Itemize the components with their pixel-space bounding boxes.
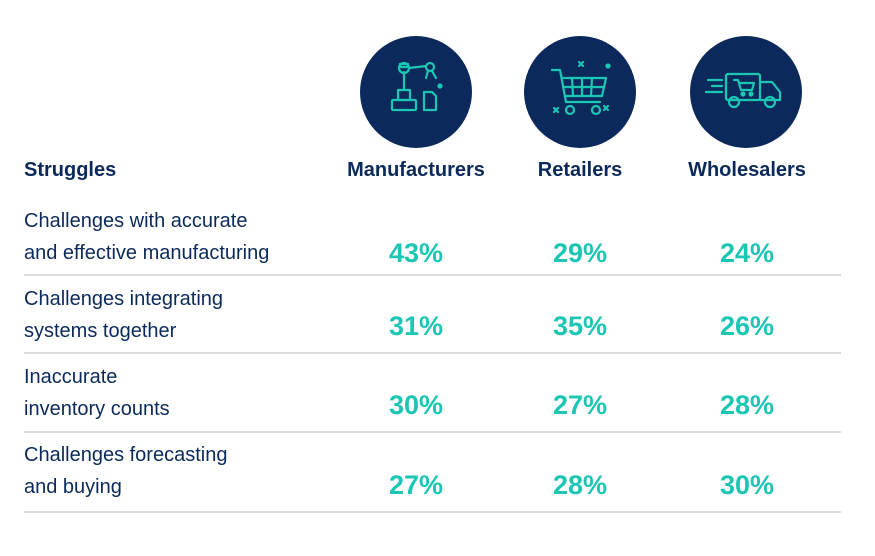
wholesalers-icon-circle bbox=[690, 36, 802, 148]
row-label-line: systems together bbox=[24, 320, 177, 342]
row-label-line: Challenges integrating bbox=[24, 288, 224, 310]
value-cell: 31% bbox=[388, 311, 444, 341]
value-cell: 26% bbox=[719, 311, 775, 341]
row-label-line: Inaccurate bbox=[24, 366, 118, 388]
row-label: Challenges forecasting and buying bbox=[24, 439, 227, 503]
row-label-line: and effective manufacturing bbox=[24, 242, 270, 264]
row-label: Challenges integrating systems together bbox=[24, 283, 223, 347]
value-cell: 30% bbox=[719, 470, 775, 500]
column-header-wholesalers: Wholesalers bbox=[688, 159, 806, 181]
row-divider bbox=[24, 274, 841, 276]
value-cell: 29% bbox=[552, 238, 608, 268]
row-label: Inaccurate inventory counts bbox=[24, 361, 170, 425]
robot-arm-icon bbox=[390, 61, 443, 112]
value-cell: 30% bbox=[388, 390, 444, 420]
column-header-retailers: Retailers bbox=[537, 159, 623, 181]
row-divider bbox=[24, 431, 841, 433]
delivery-truck-icon bbox=[704, 72, 782, 109]
row-divider bbox=[24, 511, 841, 513]
value-cell: 24% bbox=[719, 238, 775, 268]
value-cell: 35% bbox=[552, 311, 608, 341]
row-label-line: Challenges forecasting bbox=[24, 444, 228, 466]
row-label-line: inventory counts bbox=[24, 398, 170, 420]
row-header: Struggles bbox=[24, 159, 117, 181]
row-label-line: Challenges with accurate bbox=[24, 210, 248, 232]
value-cell: 27% bbox=[388, 470, 444, 500]
column-header-manufacturers: Manufacturers bbox=[347, 159, 485, 181]
value-cell: 28% bbox=[719, 390, 775, 420]
row-divider bbox=[24, 352, 841, 354]
value-cell: 43% bbox=[388, 238, 444, 268]
value-cell: 28% bbox=[552, 470, 608, 500]
shopping-cart-icon bbox=[550, 60, 611, 116]
manufacturers-icon-circle bbox=[360, 36, 472, 148]
value-cell: 27% bbox=[552, 390, 608, 420]
row-label: Challenges with accurate and effective m… bbox=[24, 205, 269, 269]
row-label-line: and buying bbox=[24, 476, 122, 498]
retailers-icon-circle bbox=[524, 36, 636, 148]
